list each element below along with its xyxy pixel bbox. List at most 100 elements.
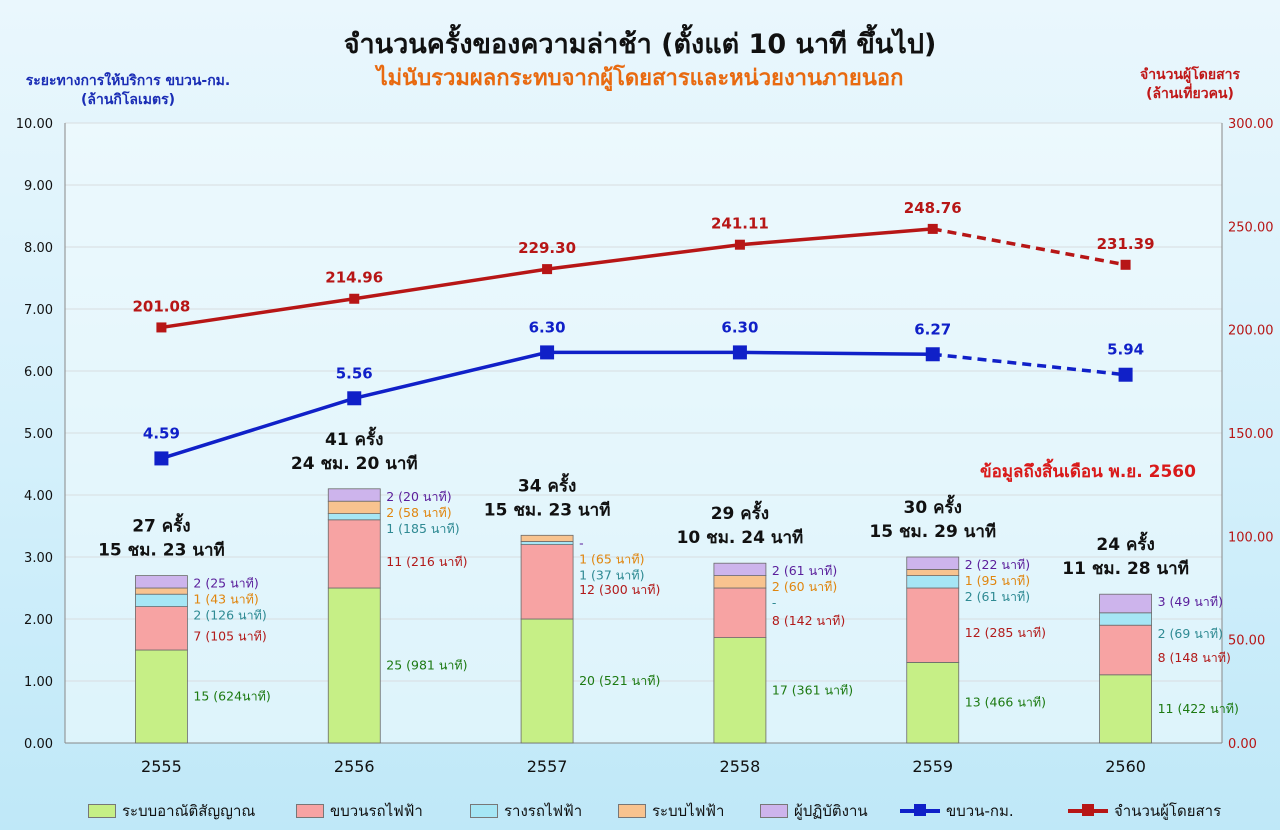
y-tick-label: 8.00 (24, 241, 53, 256)
bar-segment (906, 556, 960, 570)
bar-segment (1099, 593, 1152, 614)
x-tick-label: 2560 (1105, 757, 1146, 776)
legend-item: ผู้ปฏิบัติงาน (760, 798, 868, 824)
bar-segment-label: 1 (185 นาที) (386, 521, 459, 536)
y2-tick-label: 0.00 (1228, 737, 1257, 752)
y2-tick-label: 100.00 (1228, 530, 1274, 545)
bar-segment (906, 662, 960, 744)
y2-tick-label: 150.00 (1228, 427, 1274, 442)
bar-segment-label: 15 (624นาที) (193, 689, 270, 704)
legend-line (900, 804, 940, 816)
bar-total-count: 34 ครั้ง (518, 472, 576, 496)
series-data-label: 214.96 (325, 269, 383, 287)
bar-total-count: 27 ครั้ง (132, 513, 190, 537)
bar-segment-label: 2 (69 นาที) (1158, 626, 1223, 641)
y2-tick-label: 200.00 (1228, 324, 1274, 339)
bar-segment-label: 1 (95 นาที) (965, 573, 1030, 588)
legend-swatch (760, 804, 788, 818)
bar-segment-label: 8 (148 นาที) (1158, 650, 1231, 665)
bar-total-duration: 24 ชม. 20 นาที (291, 453, 418, 474)
legend-item: ขบวนรถไฟฟ้า (296, 798, 423, 824)
series-data-label: 248.76 (904, 199, 962, 217)
series-data-label: 231.39 (1097, 235, 1155, 253)
y-tick-label: 4.00 (24, 489, 53, 504)
bar-segment (520, 618, 574, 744)
y-tick-label: 5.00 (24, 427, 53, 442)
bar-segment-label: 11 (216 นาที) (386, 554, 467, 569)
bar-segment-label: 2 (61 นาที) (772, 563, 837, 578)
bar-segment-label: 12 (300 นาที) (579, 582, 660, 597)
legend-label: ระบบอาณัติสัญญาณ (122, 802, 256, 820)
chart-subtitle: ไม่นับรวมผลกระทบจากผู้โดยสารและหน่วยงานภ… (376, 66, 904, 91)
series-point (349, 293, 360, 304)
bar-segment (327, 488, 381, 502)
bar-segment-label: 2 (58 นาที) (386, 505, 451, 520)
series-data-label: 229.30 (518, 239, 576, 257)
x-tick-label: 2556 (334, 757, 375, 776)
legend-label: ขบวน-กม. (946, 802, 1014, 820)
legend-swatch (88, 804, 116, 818)
series-data-label: 5.56 (336, 364, 373, 382)
bar-segment-label: 2 (126 นาที) (193, 608, 266, 623)
series-point (154, 451, 169, 466)
y-tick-label: 6.00 (24, 365, 53, 380)
y2-tick-label: 300.00 (1228, 117, 1274, 132)
bar-segment (713, 575, 767, 589)
bar-segment-label: 25 (981 นาที) (386, 658, 467, 673)
series-data-label: 201.08 (132, 297, 190, 315)
bar-segment (327, 587, 381, 744)
y-tick-label: 2.00 (24, 613, 53, 628)
bar-segment (135, 575, 188, 589)
series-data-label: 6.30 (721, 318, 758, 336)
series-point (734, 239, 745, 250)
bar-total-count: 30 ครั้ง (904, 494, 962, 518)
bar-segment-label: 12 (285 นาที) (965, 625, 1046, 640)
bar-segment-label: 1 (65 นาที) (579, 551, 644, 566)
bar-segment (327, 519, 381, 589)
bar-segment (520, 541, 574, 545)
y-tick-label: 0.00 (24, 737, 53, 752)
series-data-label: 6.27 (914, 320, 951, 338)
legend-item: ระบบอาณัติสัญญาณ (88, 798, 255, 824)
bar-segment-label: - (579, 535, 584, 550)
legend-label: ขบวนรถไฟฟ้า (330, 802, 423, 820)
bar-segment (135, 593, 188, 608)
legend-label: ผู้ปฏิบัติงาน (794, 802, 868, 820)
bar-segment-label: 2 (25 นาที) (193, 576, 258, 591)
legend: ระบบอาณัติสัญญาณ ขบวนรถไฟฟ้า รางรถไฟฟ้า ระบ… (0, 798, 1280, 824)
y-tick-label: 9.00 (24, 179, 53, 194)
bar-segment-label: 2 (20 นาที) (386, 489, 451, 504)
x-tick-label: 2557 (527, 757, 568, 776)
legend-swatch (470, 804, 498, 818)
legend-label: รางรถไฟฟ้า (504, 802, 583, 820)
bar-segment (713, 587, 767, 638)
bar-segment-label: 1 (43 นาที) (193, 592, 258, 607)
bar-segment (135, 606, 188, 651)
series-point (1120, 259, 1131, 270)
bar-segment (520, 534, 574, 542)
legend-item: ระบบไฟฟ้า (618, 798, 724, 824)
bar-total-duration: 15 ชม. 23 นาที (484, 499, 611, 520)
bar-segment (327, 513, 381, 521)
series-line-dashed (932, 227, 1126, 267)
bar-segment-label: 17 (361 นาที) (772, 682, 853, 697)
series-point (732, 345, 747, 360)
bar-segment (1099, 624, 1152, 676)
bar-segment-label: 11 (422 นาที) (1158, 701, 1239, 716)
bar-segment (1099, 674, 1152, 744)
series-point (927, 223, 938, 234)
x-tick-label: 2558 (720, 757, 761, 776)
legend-line (1068, 804, 1108, 816)
series-point (925, 347, 940, 362)
bar-segment-label: 3 (49 นาที) (1158, 594, 1223, 609)
bar-segment (135, 587, 188, 595)
bar-segment-label: 2 (60 นาที) (772, 579, 837, 594)
legend-label: ระบบไฟฟ้า (652, 802, 725, 820)
bar-segment-label: 2 (61 นาที) (965, 589, 1030, 604)
legend-label: จำนวนผู้โดยสาร (1114, 802, 1222, 820)
bar-segment-label: 7 (105 นาที) (193, 628, 266, 643)
legend-item: ขบวน-กม. (900, 798, 1014, 824)
bar-segment (906, 569, 960, 577)
chart-title: จำนวนครั้งของความล่าช้า (ตั้งแต่ 10 นาที… (343, 29, 937, 60)
series-point (156, 322, 167, 333)
